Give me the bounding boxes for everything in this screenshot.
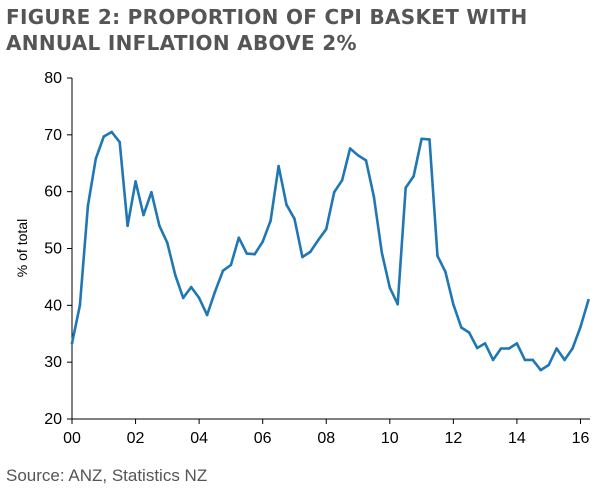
data-point bbox=[142, 213, 145, 217]
data-point bbox=[467, 331, 471, 334]
x-tick-label: 16 bbox=[572, 430, 590, 447]
data-point bbox=[364, 159, 368, 162]
data-point bbox=[372, 195, 376, 199]
data-point bbox=[356, 154, 360, 157]
data-point bbox=[245, 252, 249, 255]
data-point bbox=[86, 204, 90, 208]
data-point bbox=[253, 252, 256, 256]
data-point bbox=[460, 326, 463, 329]
x-tick-label: 14 bbox=[508, 430, 526, 447]
data-point bbox=[348, 147, 352, 150]
data-point bbox=[110, 130, 113, 134]
data-point bbox=[515, 342, 519, 345]
data-point bbox=[380, 251, 384, 254]
data-point bbox=[102, 135, 106, 138]
data-point bbox=[189, 285, 193, 289]
data-point bbox=[563, 358, 566, 362]
data-point bbox=[412, 175, 415, 178]
data-point bbox=[555, 347, 558, 350]
data-point bbox=[332, 190, 336, 194]
x-tick-label: 08 bbox=[317, 430, 335, 447]
data-point bbox=[436, 254, 439, 258]
x-tick-label: 00 bbox=[63, 430, 81, 447]
data-point bbox=[579, 325, 582, 329]
y-tick-label: 20 bbox=[44, 411, 62, 428]
data-point bbox=[166, 241, 169, 245]
data-point bbox=[118, 140, 121, 144]
y-tick-label: 40 bbox=[44, 297, 62, 314]
data-point bbox=[94, 157, 98, 160]
chart-title: FIGURE 2: PROPORTION OF CPI BASKET WITH … bbox=[6, 4, 586, 56]
data-point bbox=[221, 269, 225, 273]
y-tick-label: 70 bbox=[44, 127, 62, 144]
data-point bbox=[261, 240, 265, 243]
source-note: Source: ANZ, Statistics NZ bbox=[6, 466, 208, 485]
x-tick-label: 12 bbox=[444, 430, 462, 447]
y-axis-title: % of total bbox=[14, 219, 30, 277]
data-point bbox=[428, 138, 431, 141]
data-point bbox=[571, 347, 574, 350]
data-point bbox=[324, 227, 328, 231]
data-point bbox=[523, 358, 527, 362]
x-tick-label: 04 bbox=[190, 430, 208, 447]
data-point bbox=[277, 164, 280, 168]
data-point bbox=[317, 238, 320, 242]
data-point bbox=[452, 302, 455, 306]
data-point bbox=[126, 224, 129, 228]
data-point bbox=[491, 358, 495, 362]
data-point bbox=[78, 304, 82, 307]
x-tick-label: 02 bbox=[127, 430, 145, 447]
data-point bbox=[475, 346, 479, 350]
data-point bbox=[404, 186, 408, 189]
x-tick-label: 06 bbox=[254, 430, 272, 447]
data-point bbox=[293, 217, 296, 221]
data-point bbox=[197, 296, 201, 300]
data-point bbox=[309, 250, 312, 254]
data-point bbox=[587, 298, 590, 302]
data-point bbox=[150, 190, 153, 194]
data-point bbox=[301, 255, 304, 259]
data-point bbox=[420, 137, 423, 141]
data-point bbox=[213, 290, 217, 294]
data-point bbox=[444, 270, 447, 274]
data-point bbox=[499, 347, 503, 350]
chart-series bbox=[70, 130, 590, 372]
data-point bbox=[507, 347, 511, 350]
y-tick-label: 80 bbox=[44, 70, 62, 87]
series-line-1 bbox=[70, 130, 590, 372]
data-point bbox=[205, 313, 209, 317]
data-point bbox=[285, 203, 288, 206]
data-point bbox=[388, 286, 392, 290]
data-point bbox=[396, 302, 400, 306]
y-tick-label: 60 bbox=[44, 184, 62, 201]
data-point bbox=[483, 342, 487, 345]
y-tick-label: 50 bbox=[44, 241, 62, 258]
chart-title-line-1: FIGURE 2: PROPORTION OF CPI BASKET WITH bbox=[6, 5, 528, 29]
chart-ticks: 20 30 40 50 60 70 80 00 02 04 06 08 10 12 14 16 bbox=[44, 70, 589, 447]
data-point bbox=[158, 224, 161, 228]
data-point bbox=[70, 342, 74, 345]
data-point bbox=[547, 363, 550, 367]
data-point bbox=[531, 358, 535, 362]
x-tick-label: 10 bbox=[381, 430, 399, 447]
data-point bbox=[229, 263, 233, 267]
data-point bbox=[539, 368, 542, 372]
data-point bbox=[269, 219, 272, 222]
data-point bbox=[340, 179, 344, 182]
chart-axes bbox=[71, 78, 590, 420]
y-tick-label: 30 bbox=[44, 354, 62, 371]
chart-title-line-2: ANNUAL INFLATION ABOVE 2% bbox=[6, 31, 357, 55]
data-point bbox=[181, 296, 185, 300]
data-point bbox=[237, 236, 241, 239]
data-point bbox=[174, 273, 177, 277]
data-point bbox=[134, 180, 137, 183]
